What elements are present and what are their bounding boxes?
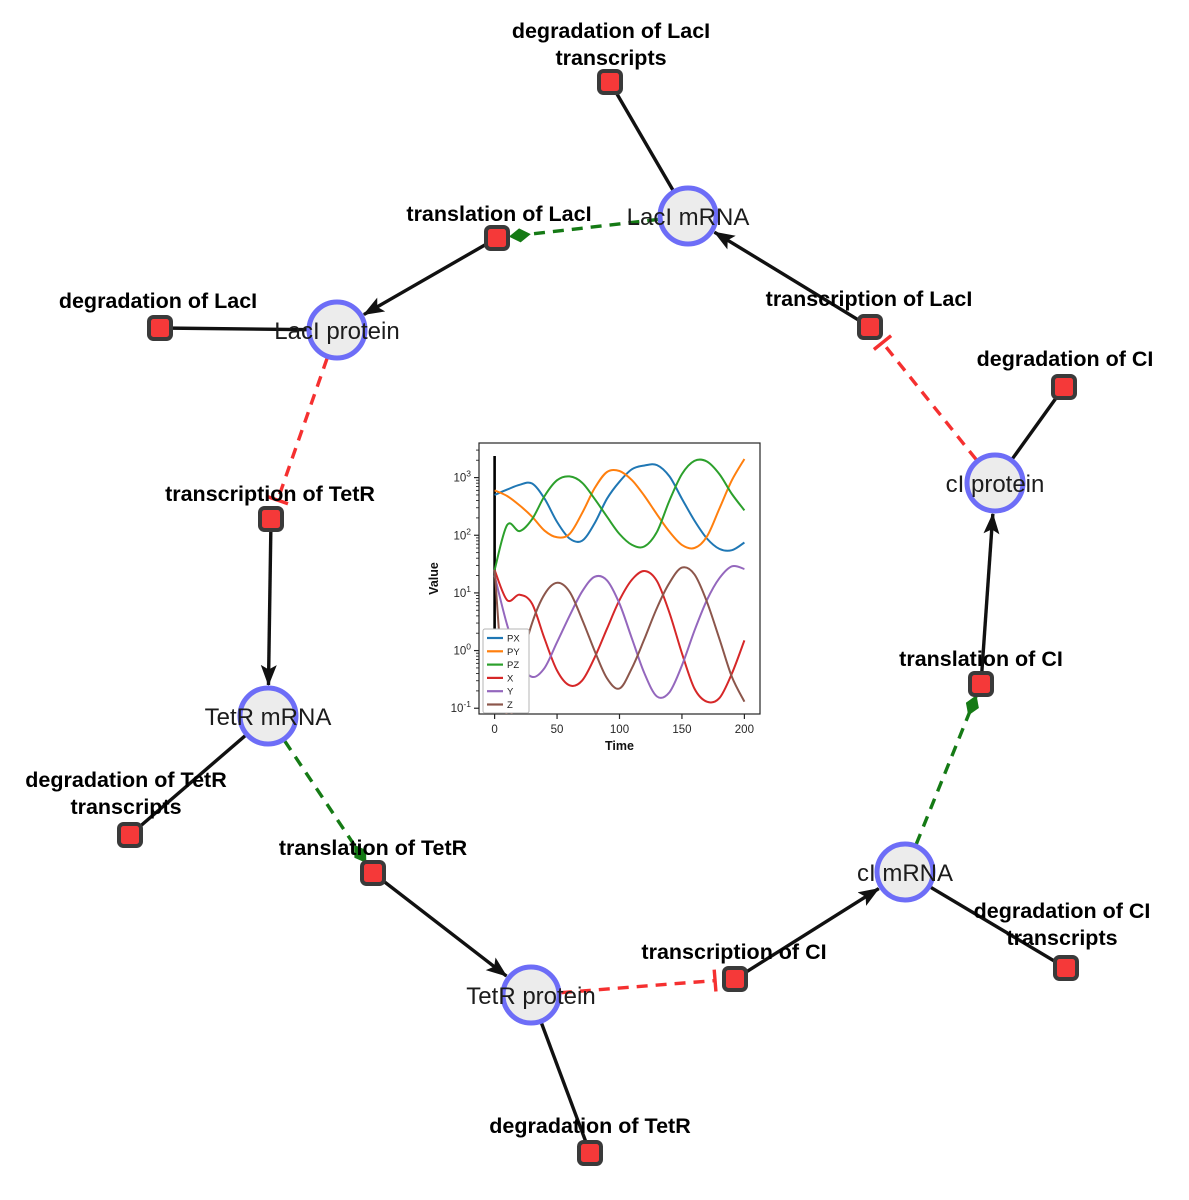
edge-transcription-ci-to-ci-mrna <box>743 887 880 975</box>
y-tick-label: 10-1 <box>451 699 472 715</box>
y-tick-label: 102 <box>453 526 471 542</box>
edge-ci-mrna-to-translation-ci <box>914 695 979 845</box>
species-label-laci-protein: LacI protein <box>274 318 399 345</box>
edge-tetr-protein-to-transcription-ci-tbar <box>712 969 718 992</box>
reaction-label-deg-tetr-transcripts: degradation of TetR <box>25 768 227 792</box>
reaction-node-translation-laci[interactable] <box>484 225 510 251</box>
edge-transcription-tetr-to-tetr-mrna <box>260 529 277 687</box>
reaction-node-deg-laci[interactable] <box>147 315 173 341</box>
species-label-ci-protein: cI protein <box>946 471 1045 498</box>
edge-ci-protein-to-transcription-laci <box>881 341 978 461</box>
reaction-label-translation-tetr: translation of TetR <box>279 836 468 860</box>
edge-ci-protein-to-transcription-laci-tbar <box>872 334 893 351</box>
reaction-label-deg-ci-transcripts: transcripts <box>1006 926 1117 950</box>
legend-label-PZ: PZ <box>507 660 519 671</box>
edge-laci-mrna-to-translation-laci <box>508 217 659 243</box>
x-axis-label: Time <box>605 739 634 753</box>
reaction-label-transcription-ci: transcription of CI <box>641 940 826 964</box>
reaction-node-deg-ci-transcripts[interactable] <box>1053 955 1079 981</box>
species-label-tetr-protein: TetR protein <box>466 983 595 1010</box>
timeseries-inset-chart: 0 50 100 150 200 10-1 100 101 102 103 Time Value PX P… <box>425 433 777 765</box>
species-label-tetr-mrna: TetR mRNA <box>205 704 332 731</box>
legend-label-X: X <box>507 673 514 684</box>
reaction-node-transcription-tetr[interactable] <box>258 506 284 532</box>
reaction-label-deg-tetr: degradation of TetR <box>489 1114 691 1138</box>
edge-translation-laci-to-laci-protein <box>363 242 489 317</box>
legend-box <box>482 628 530 714</box>
edge-translation-ci-to-ci-protein <box>980 512 1000 674</box>
series-Z <box>493 566 746 714</box>
reaction-node-deg-ci[interactable] <box>1051 374 1077 400</box>
series-PX <box>494 463 745 552</box>
species-node-ci-mrna[interactable] <box>874 841 936 903</box>
series-Y <box>493 564 745 699</box>
edge-laci-protein-to-transcription-tetr <box>275 357 329 501</box>
species-label-ci-mrna: cI mRNA <box>857 860 953 887</box>
labels-layer: LacI mRNA LacI protein cI protein TetR mRNA… <box>25 19 1153 1138</box>
reaction-node-translation-ci[interactable] <box>968 671 994 697</box>
reaction-node-deg-laci-transcripts[interactable] <box>597 69 623 95</box>
nodes-layer <box>117 69 1079 1166</box>
reaction-node-transcription-ci[interactable] <box>722 966 748 992</box>
legend-label-PX: PX <box>507 634 520 645</box>
x-tick-label: 200 <box>735 724 754 736</box>
legend-label-Y: Y <box>507 687 514 698</box>
x-tick-label: 150 <box>672 724 691 736</box>
reaction-label-translation-ci: translation of CI <box>899 647 1063 671</box>
y-tick-label: 100 <box>453 642 471 658</box>
reaction-label-deg-laci-transcripts: degradation of LacI <box>512 19 710 43</box>
edge-tetr-mrna-to-translation-tetr <box>283 739 368 864</box>
edges-layer <box>128 81 1067 1154</box>
x-tick-label: 0 <box>491 724 497 736</box>
edge-ci-mrna-to-deg-ci-transcripts <box>904 870 1067 970</box>
legend-label-Z: Z <box>507 700 513 711</box>
series-PY <box>494 458 746 550</box>
edge-transcription-laci-to-laci-mrna <box>713 230 862 323</box>
reaction-node-deg-tetr[interactable] <box>577 1140 603 1166</box>
species-node-laci-protein[interactable] <box>306 299 368 361</box>
reaction-node-transcription-laci[interactable] <box>857 314 883 340</box>
edge-tetr-protein-to-transcription-ci <box>560 978 716 995</box>
reaction-label-deg-ci: degradation of CI <box>977 347 1154 371</box>
timeseries-plot: 0 50 100 150 200 10-1 100 101 102 103 Time Value PX P… <box>427 442 761 753</box>
edge-translation-tetr-to-tetr-protein <box>380 878 508 978</box>
y-tick-label: 101 <box>453 584 471 600</box>
y-axis-label: Value <box>427 562 441 595</box>
species-label-laci-mrna: LacI mRNA <box>627 204 750 231</box>
reaction-node-translation-tetr[interactable] <box>360 860 386 886</box>
reaction-label-deg-ci-transcripts: degradation of CI <box>974 899 1151 923</box>
plot-area <box>493 456 746 714</box>
species-node-tetr-protein[interactable] <box>500 964 562 1026</box>
x-tick-label: 100 <box>610 724 629 736</box>
reaction-label-translation-laci: translation of LacI <box>406 202 591 226</box>
y-tick-label: 103 <box>453 469 471 485</box>
species-node-laci-mrna[interactable] <box>657 185 719 247</box>
x-tick-label: 50 <box>551 724 564 736</box>
reaction-label-deg-laci-transcripts: transcripts <box>555 46 666 70</box>
edge-laci-protein-to-transcription-tetr-tbar <box>266 494 289 506</box>
species-node-tetr-mrna[interactable] <box>237 685 299 747</box>
reaction-label-deg-tetr-transcripts: transcripts <box>70 795 181 819</box>
reaction-label-transcription-laci: transcription of LacI <box>766 287 973 311</box>
legend-label-PY: PY <box>507 647 520 658</box>
reaction-label-deg-laci: degradation of LacI <box>59 289 257 313</box>
reaction-node-deg-tetr-transcripts[interactable] <box>117 822 143 848</box>
series-PZ <box>493 458 746 571</box>
species-node-ci-protein[interactable] <box>964 452 1026 514</box>
reaction-label-transcription-tetr: transcription of TetR <box>165 482 375 506</box>
series-X <box>493 569 746 704</box>
